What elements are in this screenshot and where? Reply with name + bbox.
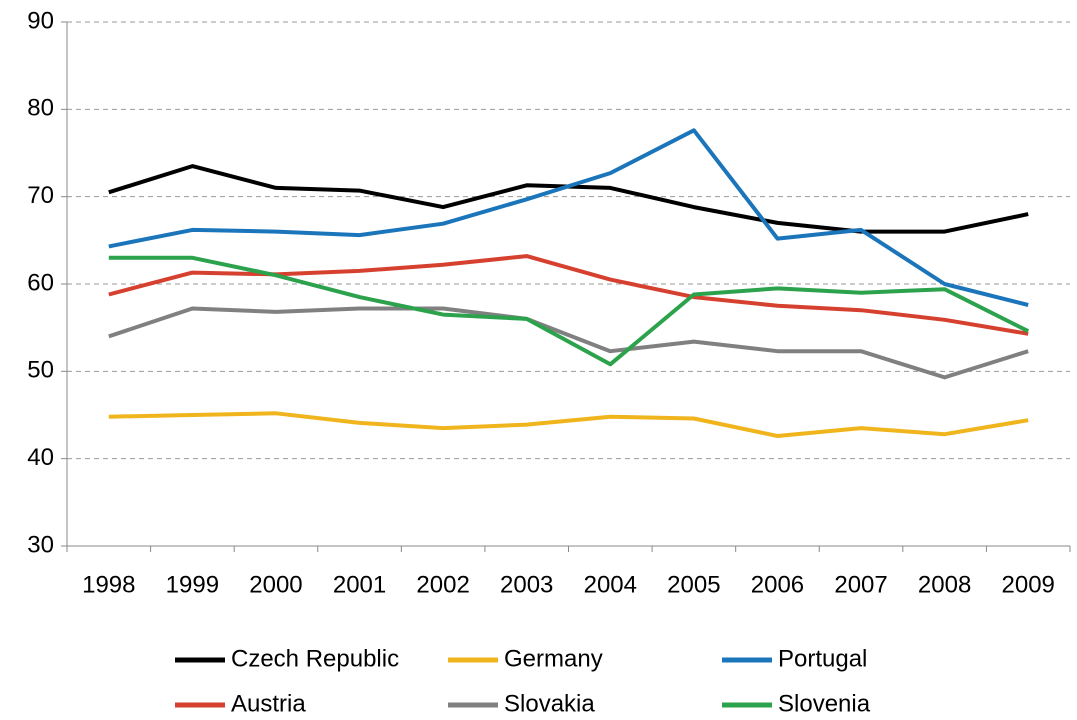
x-tick-label: 2000 bbox=[249, 571, 302, 598]
y-tick-label: 80 bbox=[27, 95, 54, 122]
x-tick-label: 2008 bbox=[918, 571, 971, 598]
x-tick-label: 2001 bbox=[333, 571, 386, 598]
series-line bbox=[108, 164, 1029, 234]
x-tick-label: 2009 bbox=[1002, 571, 1055, 598]
x-tick-label: 2004 bbox=[584, 571, 637, 598]
x-tick-label: 2007 bbox=[834, 571, 887, 598]
y-tick-label: 30 bbox=[27, 531, 54, 558]
y-tick-label: 50 bbox=[27, 357, 54, 384]
y-tick-label: 90 bbox=[27, 7, 54, 34]
y-tick-label: 70 bbox=[27, 182, 54, 209]
x-tick-label: 1998 bbox=[82, 571, 135, 598]
series-line bbox=[108, 255, 1030, 367]
legend-label: Portugal bbox=[778, 645, 867, 672]
series-line bbox=[108, 411, 1029, 438]
x-tick-label: 2002 bbox=[416, 571, 469, 598]
legend-label: Czech Republic bbox=[231, 645, 399, 672]
y-tick-label: 60 bbox=[27, 269, 54, 296]
y-tick-label: 40 bbox=[27, 444, 54, 471]
x-tick-label: 2005 bbox=[667, 571, 720, 598]
x-tick-label: 1999 bbox=[166, 571, 219, 598]
series-line bbox=[108, 128, 1029, 307]
x-tick-label: 2006 bbox=[751, 571, 804, 598]
legend-label: Austria bbox=[231, 690, 306, 717]
series-line bbox=[108, 306, 1029, 380]
legend-label: Germany bbox=[504, 645, 603, 672]
legend-label: Slovakia bbox=[504, 690, 595, 717]
x-tick-label: 2003 bbox=[500, 571, 553, 598]
legend-label: Slovenia bbox=[778, 690, 871, 717]
